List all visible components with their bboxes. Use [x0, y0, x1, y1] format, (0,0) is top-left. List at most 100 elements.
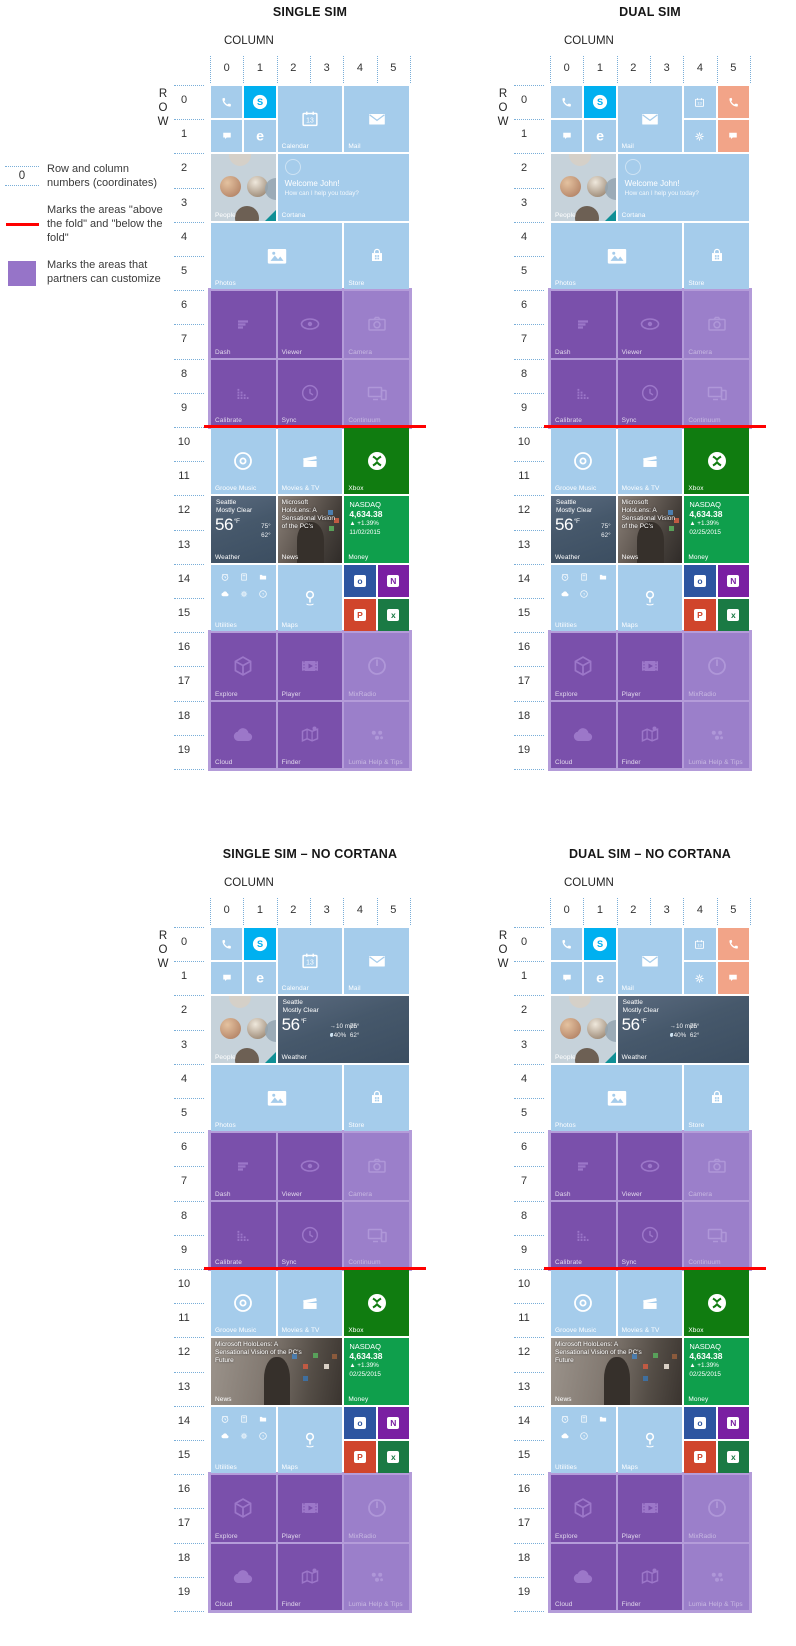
tile-powerpoint[interactable]: P — [684, 1441, 716, 1474]
tile-finder[interactable]: Finder — [617, 701, 683, 768]
tile-phone-sim2[interactable] — [717, 928, 749, 961]
tile-xbox[interactable]: Xbox — [684, 1270, 749, 1337]
tile-mixradio[interactable]: MixRadio — [344, 633, 409, 700]
tile-messaging-sim2[interactable] — [717, 962, 749, 995]
tile-weather[interactable]: Seattle Mostly Clear 56°F 75° 62° Weather — [551, 496, 616, 563]
tile-groove-music[interactable]: Groove Music — [211, 428, 276, 495]
tile-messaging[interactable] — [211, 120, 243, 153]
tile-people[interactable]: People — [211, 154, 276, 221]
tile-maps[interactable]: Maps — [617, 1406, 683, 1474]
tile-store[interactable]: Store — [344, 1064, 409, 1132]
tile-finder[interactable]: Finder — [277, 1543, 343, 1610]
tile-outlook-mail[interactable]: o — [344, 1406, 376, 1439]
tile-photos[interactable]: Photos — [211, 1064, 343, 1132]
tile-photos[interactable]: Photos — [551, 222, 683, 290]
tile-people[interactable]: People — [551, 996, 616, 1063]
tile-news[interactable]: Microsoft HoloLens: A Sensational Vision… — [617, 496, 683, 563]
tile-photos[interactable]: Photos — [211, 222, 343, 290]
tile-messaging[interactable] — [211, 962, 243, 995]
tile-sync[interactable]: Sync — [277, 1201, 343, 1268]
tile-lumia-help-tips[interactable]: Lumia Help & Tips — [344, 1543, 409, 1610]
tile-viewer[interactable]: Viewer — [277, 1133, 343, 1200]
tile-dash[interactable]: Dash — [211, 1133, 276, 1200]
tile-lumia-help-tips[interactable]: Lumia Help & Tips — [684, 701, 749, 768]
tile-settings[interactable] — [684, 120, 716, 153]
tile-news-wide[interactable]: Microsoft HoloLens: A Sensational Vision… — [551, 1338, 683, 1405]
tile-camera[interactable]: Camera — [684, 1133, 749, 1200]
tile-outlook-mail[interactable]: o — [684, 564, 716, 597]
tile-lumia-help-tips[interactable]: Lumia Help & Tips — [344, 701, 409, 768]
tile-money[interactable]: NASDAQ 4,634.38 ▲ +1.39% 11/02/2015 Money — [344, 496, 409, 563]
tile-groove-music[interactable]: Groove Music — [551, 1270, 616, 1337]
tile-calibrate[interactable]: Calibrate — [211, 359, 276, 426]
tile-cloud[interactable]: Cloud — [551, 1543, 616, 1610]
tile-maps[interactable]: Maps — [277, 564, 343, 632]
tile-viewer[interactable]: Viewer — [617, 1133, 683, 1200]
tile-powerpoint[interactable]: P — [684, 599, 716, 632]
tile-edge[interactable]: e — [244, 962, 276, 995]
tile-settings[interactable] — [684, 962, 716, 995]
tile-xbox[interactable]: Xbox — [344, 1270, 409, 1337]
tile-weather[interactable]: Seattle Mostly Clear 56°F 75° 62° Weather — [211, 496, 276, 563]
tile-weather-wide[interactable]: Seattle Mostly Clear 56°F 75° 62° →10 mph 40% W… — [277, 996, 409, 1063]
tile-utilities[interactable]: ? Utilities — [211, 564, 276, 632]
tile-explore[interactable]: Explore — [551, 1475, 616, 1542]
tile-cloud[interactable]: Cloud — [211, 701, 276, 768]
tile-mixradio[interactable]: MixRadio — [684, 1475, 749, 1542]
tile-player[interactable]: Player — [617, 1475, 683, 1542]
tile-player[interactable]: Player — [617, 633, 683, 700]
tile-maps[interactable]: Maps — [617, 564, 683, 632]
tile-movies-tv[interactable]: Movies & TV — [617, 428, 683, 495]
tile-cloud[interactable]: Cloud — [551, 701, 616, 768]
tile-outlook-mail[interactable]: o — [344, 564, 376, 597]
tile-finder[interactable]: Finder — [617, 1543, 683, 1610]
tile-cloud[interactable]: Cloud — [211, 1543, 276, 1610]
tile-movies-tv[interactable]: Movies & TV — [617, 1270, 683, 1337]
tile-viewer[interactable]: Viewer — [277, 291, 343, 358]
tile-calendar-small[interactable]: 13 — [684, 86, 716, 119]
tile-dash[interactable]: Dash — [551, 1133, 616, 1200]
tile-finder[interactable]: Finder — [277, 701, 343, 768]
tile-xbox[interactable]: Xbox — [344, 428, 409, 495]
tile-money[interactable]: NASDAQ 4,634.38 ▲ +1.39% 02/25/2015 Money — [344, 1338, 409, 1405]
tile-money[interactable]: NASDAQ 4,634.38 ▲ +1.39% 02/25/2015 Money — [684, 1338, 749, 1405]
tile-explore[interactable]: Explore — [211, 1475, 276, 1542]
tile-continuum[interactable]: Continuum — [344, 359, 409, 426]
tile-messaging[interactable] — [551, 962, 583, 995]
tile-mixradio[interactable]: MixRadio — [684, 633, 749, 700]
tile-groove-music[interactable]: Groove Music — [551, 428, 616, 495]
tile-store[interactable]: Store — [684, 222, 749, 290]
tile-explore[interactable]: Explore — [551, 633, 616, 700]
tile-skype[interactable]: S — [244, 928, 276, 961]
tile-sync[interactable]: Sync — [277, 359, 343, 426]
tile-excel[interactable]: x — [377, 599, 409, 632]
tile-phone[interactable] — [551, 928, 583, 961]
tile-calendar[interactable]: 13 Calendar — [277, 86, 343, 153]
tile-news-wide[interactable]: Microsoft HoloLens: A Sensational Vision… — [211, 1338, 343, 1405]
tile-calendar-small[interactable]: 13 — [684, 928, 716, 961]
tile-calibrate[interactable]: Calibrate — [551, 1201, 616, 1268]
tile-dash[interactable]: Dash — [211, 291, 276, 358]
tile-utilities[interactable]: ? Utilities — [551, 1406, 616, 1474]
tile-camera[interactable]: Camera — [684, 291, 749, 358]
tile-onenote[interactable]: N — [717, 1406, 749, 1439]
tile-maps[interactable]: Maps — [277, 1406, 343, 1474]
tile-skype[interactable]: S — [584, 928, 616, 961]
tile-lumia-help-tips[interactable]: Lumia Help & Tips — [684, 1543, 749, 1610]
tile-cortana[interactable]: Welcome John! How can I help you today? Co… — [617, 154, 749, 221]
tile-utilities[interactable]: ? Utilities — [551, 564, 616, 632]
tile-mixradio[interactable]: MixRadio — [344, 1475, 409, 1542]
tile-mail[interactable]: Mail — [344, 928, 409, 995]
tile-edge[interactable]: e — [244, 120, 276, 153]
tile-weather-wide[interactable]: Seattle Mostly Clear 56°F 75° 62° →10 mph 40% W… — [617, 996, 749, 1063]
tile-movies-tv[interactable]: Movies & TV — [277, 428, 343, 495]
tile-calibrate[interactable]: Calibrate — [211, 1201, 276, 1268]
tile-edge[interactable]: e — [584, 120, 616, 153]
tile-sync[interactable]: Sync — [617, 359, 683, 426]
tile-phone[interactable] — [551, 86, 583, 119]
tile-calibrate[interactable]: Calibrate — [551, 359, 616, 426]
tile-utilities[interactable]: ? Utilities — [211, 1406, 276, 1474]
tile-messaging[interactable] — [551, 120, 583, 153]
tile-calendar[interactable]: 13 Calendar — [277, 928, 343, 995]
tile-excel[interactable]: x — [717, 1441, 749, 1474]
